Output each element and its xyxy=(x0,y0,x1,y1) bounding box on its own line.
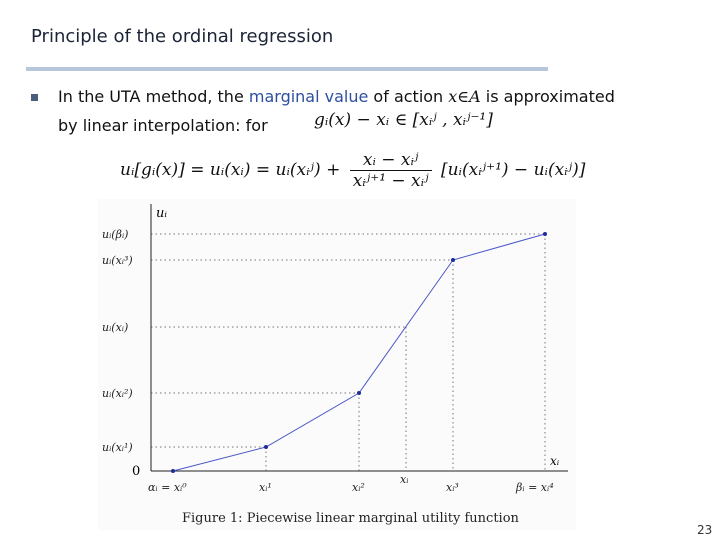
x-tick-labels: αᵢ = xᵢ⁰ xᵢ¹ xᵢ² xᵢ xᵢ³ βᵢ = xᵢ⁴ xyxy=(148,473,554,494)
marginal-value-text: marginal value xyxy=(248,87,369,106)
y-tick-labels: uᵢ(βᵢ) uᵢ(xᵢ³) uᵢ(xᵢ) uᵢ(xᵢ²) uᵢ(xᵢ¹) xyxy=(102,228,133,454)
y-tick-x: uᵢ(xᵢ) xyxy=(102,321,128,334)
origin-label: 0 xyxy=(132,464,140,479)
y-tick-x1: uᵢ(xᵢ¹) xyxy=(102,441,133,454)
formula-right: [uᵢ(xᵢʲ⁺¹) − uᵢ(xᵢʲ)] xyxy=(440,160,586,180)
formula-fraction: xᵢ − xᵢʲ xᵢʲ⁺¹ − xᵢʲ xyxy=(349,150,432,191)
interval-formula: gᵢ(x) − xᵢ ∈ [xᵢʲ , xᵢʲ⁻¹] xyxy=(314,110,493,130)
breakpoint-1 xyxy=(264,445,268,449)
line1-end: is approximated xyxy=(480,87,615,106)
formula-left: uᵢ[gᵢ(x)] = uᵢ(xᵢ) = uᵢ(xᵢʲ) + xyxy=(120,160,341,180)
y-tick-x2: uᵢ(xᵢ²) xyxy=(102,387,133,400)
utility-plot: uᵢ xᵢ 0 uᵢ(βᵢ) uᵢ(xᵢ³) uᵢ(xᵢ) uᵢ(xᵢ²) uᵢ… xyxy=(102,204,568,494)
utility-curve xyxy=(172,233,546,472)
title-underline xyxy=(26,67,548,71)
bullet-square-icon xyxy=(31,94,38,101)
body-line-1: In the UTA method, the marginal value of… xyxy=(58,87,615,106)
line1-post: of action xyxy=(368,87,449,106)
action-set-math: x∈A xyxy=(448,87,481,106)
breakpoint-0 xyxy=(171,469,175,473)
x-tick-beta: βᵢ = xᵢ⁴ xyxy=(515,481,554,494)
page-number: 23 xyxy=(697,523,713,537)
x-axis-label: xᵢ xyxy=(550,454,560,468)
x-tick-x2: xᵢ² xyxy=(352,481,365,494)
slide-title: Principle of the ordinal regression xyxy=(31,26,334,47)
figure-caption: Figure 1: Piecewise linear marginal util… xyxy=(182,511,519,526)
interpolation-formula: uᵢ[gᵢ(x)] = uᵢ(xᵢ) = uᵢ(xᵢʲ) + xᵢ − xᵢʲ … xyxy=(120,150,585,191)
fraction-denominator: xᵢʲ⁺¹ − xᵢʲ xyxy=(352,171,429,191)
y-tick-x3: uᵢ(xᵢ³) xyxy=(102,254,133,267)
breakpoint-2 xyxy=(357,391,361,395)
x-tick-x3: xᵢ³ xyxy=(446,481,459,494)
utility-function-figure: uᵢ xᵢ 0 uᵢ(βᵢ) uᵢ(xᵢ³) uᵢ(xᵢ) uᵢ(xᵢ²) uᵢ… xyxy=(98,199,576,530)
y-tick-beta: uᵢ(βᵢ) xyxy=(102,228,128,241)
body-line-2: by linear interpolation: for xyxy=(58,116,268,135)
fraction-numerator: xᵢ − xᵢʲ xyxy=(349,150,432,171)
x-tick-x: xᵢ xyxy=(400,473,408,486)
breakpoints xyxy=(171,232,547,473)
breakpoint-4 xyxy=(543,232,547,236)
y-axis-label: uᵢ xyxy=(156,206,167,221)
line1-pre: In the UTA method, the xyxy=(58,87,249,106)
guide-lines xyxy=(151,233,546,471)
breakpoint-3 xyxy=(451,258,455,262)
x-tick-alpha: αᵢ = xᵢ⁰ xyxy=(148,481,187,494)
x-tick-x1: xᵢ¹ xyxy=(259,481,272,494)
